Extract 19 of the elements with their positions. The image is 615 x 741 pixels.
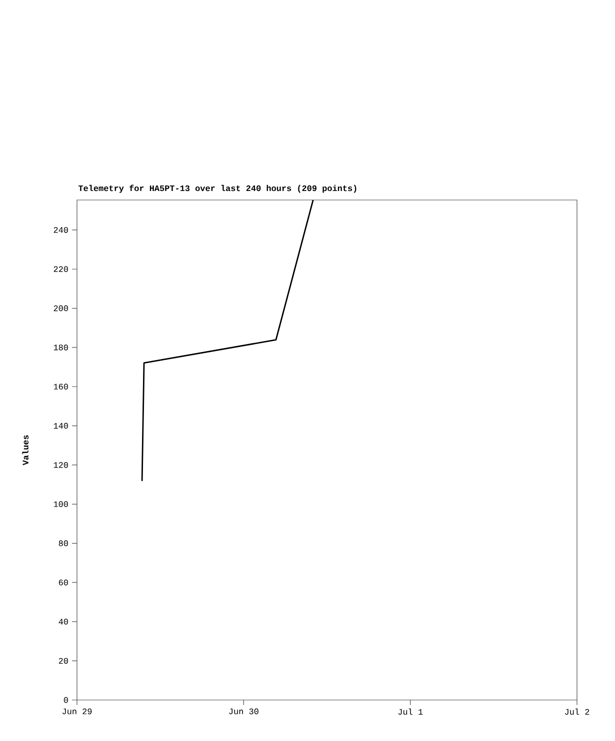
x-tick-label: Jul 2 — [565, 708, 590, 715]
y-tick-label: 60 — [58, 580, 68, 586]
y-tick-label: 180 — [54, 344, 68, 350]
y-tick-label: 200 — [54, 305, 68, 312]
y-tick-label: 20 — [58, 658, 68, 664]
y-tick-label: 0 — [64, 697, 68, 703]
y-tick-label: 40 — [58, 618, 68, 625]
y-tick-label: 240 — [54, 227, 68, 233]
chart-title: Telemetry for HA5PT-13 over last 240 hours (209 points) — [78, 184, 356, 193]
y-tick-label: 80 — [58, 540, 68, 546]
x-tick-label: Jul 1 — [398, 708, 423, 715]
y-tick-label: 140 — [54, 422, 68, 429]
x-tick-label: Jun 30 — [229, 708, 258, 714]
y-tick-label: 160 — [54, 384, 68, 390]
y-tick-label: 120 — [54, 462, 68, 468]
x-tick-label: Jun 29 — [62, 708, 92, 714]
y-axis-title: Values — [22, 435, 28, 466]
y-tick-label: 220 — [54, 266, 68, 272]
y-tick-label: 100 — [54, 501, 68, 508]
